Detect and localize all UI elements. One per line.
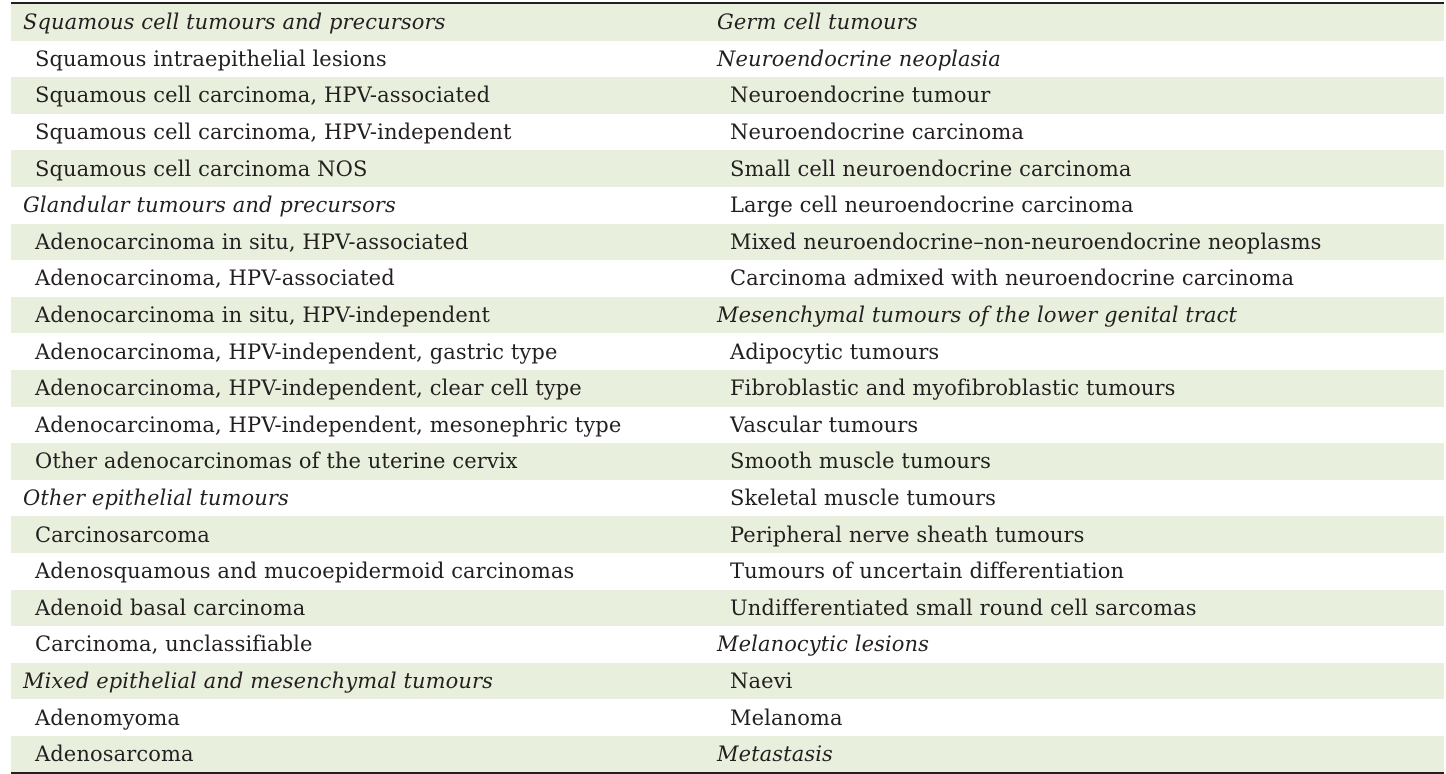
category-item-right: Neuroendocrine carcinoma <box>730 120 1024 145</box>
table-row: Adenocarcinoma, HPV-independent, gastric… <box>11 333 1444 370</box>
category-item-right: Neuroendocrine tumour <box>730 83 991 108</box>
category-item-right: Mixed neuroendocrine–non-neuroendocrine … <box>730 229 1322 254</box>
category-item-right: Skeletal muscle tumours <box>730 486 996 511</box>
category-item-left: Adenocarcinoma in situ, HPV-independent <box>35 303 491 328</box>
category-item-left: Adenocarcinoma, HPV-associated <box>35 266 395 291</box>
category-item-left: Adenocarcinoma in situ, HPV-associated <box>35 229 469 254</box>
category-heading-right: Germ cell tumours <box>717 10 918 35</box>
category-item-left: Adenoid basal carcinoma <box>35 595 306 620</box>
category-item-left: Carcinosarcoma <box>35 522 210 547</box>
table-row: Adenosarcoma Metastasis <box>11 735 1444 773</box>
table-row: Squamous cell carcinoma, HPV-associated N… <box>11 77 1444 114</box>
category-item-right: Naevi <box>730 668 793 693</box>
table-row: Adenocarcinoma, HPV-independent, clear c… <box>11 369 1444 407</box>
category-item-left: Adenosarcoma <box>35 742 194 767</box>
category-item-left: Adenomyoma <box>35 705 181 730</box>
table-row: Mixed epithelial and mesenchymal tumours… <box>11 662 1444 700</box>
category-item-left: Adenosquamous and mucoepidermoid carcino… <box>35 559 575 584</box>
category-item-left: Adenocarcinoma, HPV-independent, clear c… <box>35 376 582 401</box>
category-heading-left: Mixed epithelial and mesenchymal tumours <box>23 668 493 693</box>
category-heading-left: Squamous cell tumours and precursors <box>23 10 446 35</box>
category-heading-right: Melanocytic lesions <box>717 632 930 657</box>
category-item-left: Adenocarcinoma, HPV-independent, gastric… <box>35 339 558 364</box>
category-item-right: Tumours of uncertain differentiation <box>730 559 1125 584</box>
category-heading-right: Metastasis <box>717 742 833 767</box>
category-item-right: Large cell neuroendocrine carcinoma <box>730 193 1134 218</box>
table-row: Squamous intraepithelial lesions Neuroend… <box>11 41 1444 78</box>
category-item-left: Other adenocarcinomas of the uterine cer… <box>35 449 518 474</box>
category-item-right: Adipocytic tumours <box>730 339 940 364</box>
category-item-left: Adenocarcinoma, HPV-independent, mesonep… <box>35 412 622 437</box>
category-item-right: Small cell neuroendocrine carcinoma <box>730 156 1132 181</box>
table-row: Squamous cell carcinoma, HPV-independent… <box>11 114 1444 151</box>
category-heading-left: Other epithelial tumours <box>23 486 289 511</box>
table-row: Other epithelial tumours Skeletal muscle … <box>11 480 1444 517</box>
category-item-left: Squamous cell carcinoma, HPV-associated <box>35 83 491 108</box>
table-row: Other adenocarcinomas of the uterine cer… <box>11 443 1444 480</box>
category-item-right: Peripheral nerve sheath tumours <box>730 522 1085 547</box>
table-row: Adenocarcinoma, HPV-associated Carcinoma … <box>11 260 1444 297</box>
table-row: Adenoid basal carcinoma Undifferentiated … <box>11 589 1444 627</box>
classification-table: Squamous cell tumours and precursors Germ… <box>11 2 1444 774</box>
category-item-left: Squamous cell carcinoma NOS <box>35 156 368 181</box>
category-item-left: Squamous intraepithelial lesions <box>35 46 387 71</box>
category-item-right: Smooth muscle tumours <box>730 449 991 474</box>
table-row: Adenomyoma Melanoma <box>11 699 1444 736</box>
category-heading-right: Mesenchymal tumours of the lower genital… <box>717 303 1238 328</box>
category-item-left: Squamous cell carcinoma, HPV-independent <box>35 120 512 145</box>
category-item-right: Vascular tumours <box>730 412 919 437</box>
category-item-right: Fibroblastic and myofibroblastic tumours <box>730 376 1176 401</box>
category-item-right: Melanoma <box>730 705 843 730</box>
category-item-left: Carcinoma, unclassifiable <box>35 632 313 657</box>
table-row: Adenocarcinoma in situ, HPV-associated Mi… <box>11 223 1444 261</box>
table-row: Carcinosarcoma Peripheral nerve sheath tu… <box>11 516 1444 553</box>
table-row: Carcinoma, unclassifiable Melanocytic les… <box>11 626 1444 663</box>
category-heading-left: Glandular tumours and precursors <box>23 193 396 218</box>
table-row: Adenosquamous and mucoepidermoid carcino… <box>11 553 1444 590</box>
category-heading-right: Neuroendocrine neoplasia <box>717 46 1001 71</box>
table-row: Adenocarcinoma in situ, HPV-independent M… <box>11 296 1444 334</box>
table-row: Glandular tumours and precursors Large ce… <box>11 187 1444 224</box>
table-row: Squamous cell tumours and precursors Germ… <box>11 4 1444 41</box>
table-row: Adenocarcinoma, HPV-independent, mesonep… <box>11 407 1444 444</box>
category-item-right: Carcinoma admixed with neuroendocrine ca… <box>730 266 1295 291</box>
table-row: Squamous cell carcinoma NOS Small cell ne… <box>11 150 1444 187</box>
category-item-right: Undifferentiated small round cell sarcom… <box>730 595 1197 620</box>
